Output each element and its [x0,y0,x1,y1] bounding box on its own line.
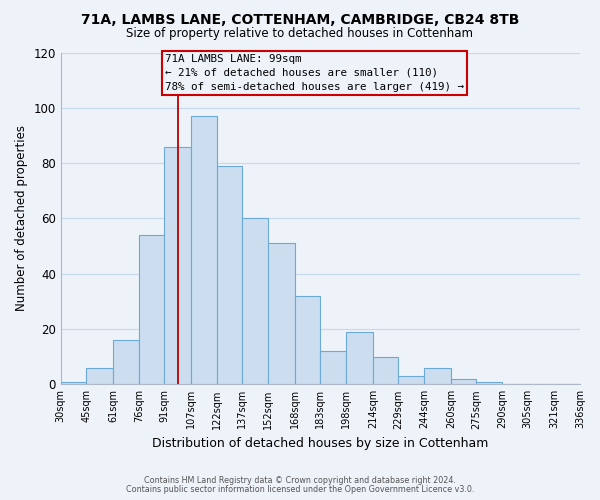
Bar [191,116,217,384]
Bar [61,382,86,384]
Bar [139,235,164,384]
Bar [242,218,268,384]
Text: Size of property relative to detached houses in Cottenham: Size of property relative to detached ho… [127,28,473,40]
Bar [113,340,139,384]
Bar [295,296,320,384]
Bar [451,379,476,384]
Bar [424,368,451,384]
X-axis label: Distribution of detached houses by size in Cottenham: Distribution of detached houses by size … [152,437,488,450]
Text: Contains HM Land Registry data © Crown copyright and database right 2024.: Contains HM Land Registry data © Crown c… [144,476,456,485]
Y-axis label: Number of detached properties: Number of detached properties [15,126,28,312]
Bar [373,356,398,384]
Bar [476,382,502,384]
Bar [320,351,346,384]
Text: Contains public sector information licensed under the Open Government Licence v3: Contains public sector information licen… [126,485,474,494]
Text: 71A, LAMBS LANE, COTTENHAM, CAMBRIDGE, CB24 8TB: 71A, LAMBS LANE, COTTENHAM, CAMBRIDGE, C… [81,12,519,26]
Bar [346,332,373,384]
Bar [86,368,113,384]
Text: 71A LAMBS LANE: 99sqm
← 21% of detached houses are smaller (110)
78% of semi-det: 71A LAMBS LANE: 99sqm ← 21% of detached … [165,54,464,92]
Bar [268,244,295,384]
Bar [398,376,424,384]
Bar [164,146,191,384]
Bar [217,166,242,384]
